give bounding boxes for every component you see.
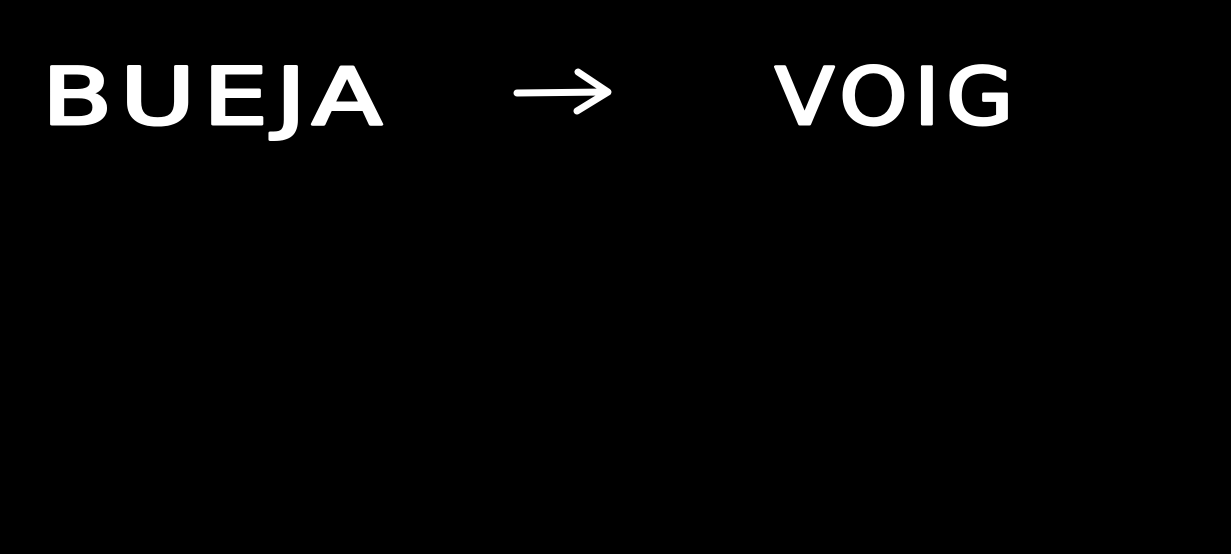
left-word: BUEJA bbox=[42, 53, 390, 143]
arrow-shaft bbox=[513, 88, 610, 97]
right-word: VOIG bbox=[775, 53, 1020, 143]
arrow bbox=[513, 68, 612, 115]
arrow-head bbox=[573, 68, 612, 115]
